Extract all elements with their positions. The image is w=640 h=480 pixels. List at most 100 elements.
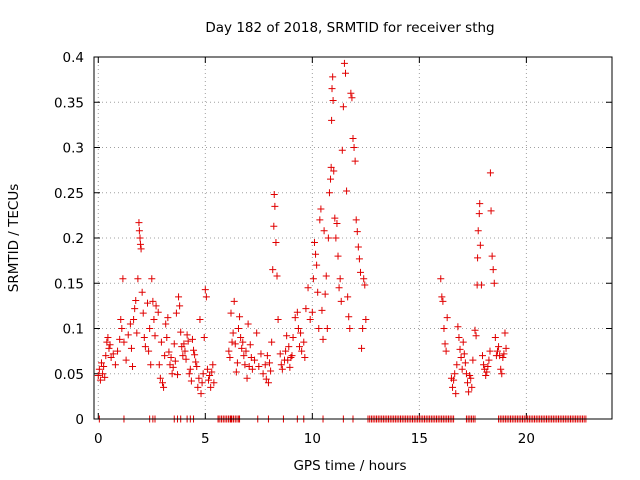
data-point	[114, 347, 122, 355]
data-point	[457, 353, 465, 361]
data-point	[172, 309, 180, 317]
data-point	[310, 239, 318, 247]
data-point	[358, 344, 366, 352]
data-point	[340, 59, 348, 67]
data-point	[202, 293, 210, 301]
data-point	[186, 365, 194, 373]
data-point	[487, 207, 495, 215]
data-point	[188, 335, 196, 343]
data-points	[94, 59, 590, 423]
data-point	[187, 377, 195, 385]
data-point	[226, 353, 234, 361]
data-point	[308, 308, 316, 316]
chart-title: Day 182 of 2018, SRMTID for receiver sth…	[205, 20, 494, 36]
data-point	[111, 361, 119, 369]
data-point	[270, 222, 278, 230]
data-point	[165, 348, 173, 356]
data-point	[438, 293, 446, 301]
data-point	[105, 344, 113, 352]
data-point	[500, 350, 508, 358]
data-point	[101, 373, 109, 381]
data-point	[312, 250, 320, 258]
data-point	[302, 305, 310, 313]
data-point	[359, 325, 367, 332]
data-point	[131, 305, 139, 313]
data-point	[474, 227, 482, 235]
data-point	[304, 284, 312, 292]
data-point	[301, 353, 309, 361]
data-point	[141, 343, 149, 351]
data-point	[486, 347, 494, 355]
data-point	[498, 370, 506, 378]
data-point	[262, 375, 270, 383]
data-point	[97, 359, 105, 367]
data-point	[231, 340, 239, 348]
data-point	[334, 252, 342, 260]
data-point	[342, 69, 350, 77]
data-point	[485, 356, 493, 364]
data-point	[300, 338, 308, 346]
data-point	[195, 374, 203, 382]
data-point	[273, 272, 281, 280]
y-tick-label: 0.4	[63, 50, 84, 66]
data-point	[162, 320, 170, 328]
data-point	[452, 390, 460, 398]
data-point	[287, 353, 295, 361]
data-point	[320, 227, 328, 235]
data-point	[154, 308, 162, 316]
data-point	[264, 379, 272, 387]
data-point	[167, 353, 175, 361]
data-point	[145, 347, 153, 355]
data-point	[460, 350, 468, 358]
data-point	[348, 94, 356, 102]
data-point	[106, 341, 114, 349]
data-point	[146, 325, 154, 332]
data-point	[362, 315, 370, 323]
data-point	[136, 234, 144, 242]
data-point	[175, 293, 183, 301]
data-point	[158, 379, 166, 387]
data-point	[274, 315, 282, 323]
data-point	[490, 279, 498, 287]
data-point	[119, 275, 127, 283]
data-point	[468, 383, 476, 391]
data-point	[282, 347, 290, 355]
data-point	[276, 350, 284, 358]
x-axis-label: GPS time / hours	[293, 458, 406, 474]
data-point	[289, 334, 297, 342]
tick-labels: 0 0.05 0.1 0.15 0.2 0.25 0.3 0.35 0.4 0 5 10 15 20	[54, 50, 535, 447]
data-point	[126, 320, 134, 328]
data-point	[230, 297, 238, 305]
data-point	[306, 315, 314, 323]
data-point	[354, 243, 362, 251]
data-point	[322, 272, 330, 280]
data-point	[329, 73, 337, 81]
data-point	[295, 343, 303, 351]
data-point	[443, 314, 451, 322]
data-point	[453, 361, 461, 369]
data-point	[199, 370, 207, 378]
data-point	[171, 357, 179, 365]
data-point	[203, 365, 211, 373]
data-point	[96, 376, 104, 384]
data-point	[344, 293, 352, 301]
data-point	[272, 239, 280, 247]
data-point	[317, 205, 325, 213]
data-point	[314, 288, 322, 296]
data-point	[439, 297, 447, 305]
data-point	[248, 365, 256, 373]
data-point	[127, 344, 135, 352]
data-point	[353, 228, 361, 236]
data-point	[148, 275, 156, 283]
data-point	[327, 163, 335, 171]
data-point	[441, 340, 449, 348]
data-point	[147, 361, 155, 369]
data-point	[251, 356, 259, 364]
data-point	[324, 234, 332, 242]
data-point	[499, 353, 507, 361]
data-point	[271, 202, 279, 210]
data-point	[451, 370, 459, 378]
data-point	[149, 297, 157, 305]
data-point	[102, 352, 110, 360]
data-point	[234, 325, 242, 332]
